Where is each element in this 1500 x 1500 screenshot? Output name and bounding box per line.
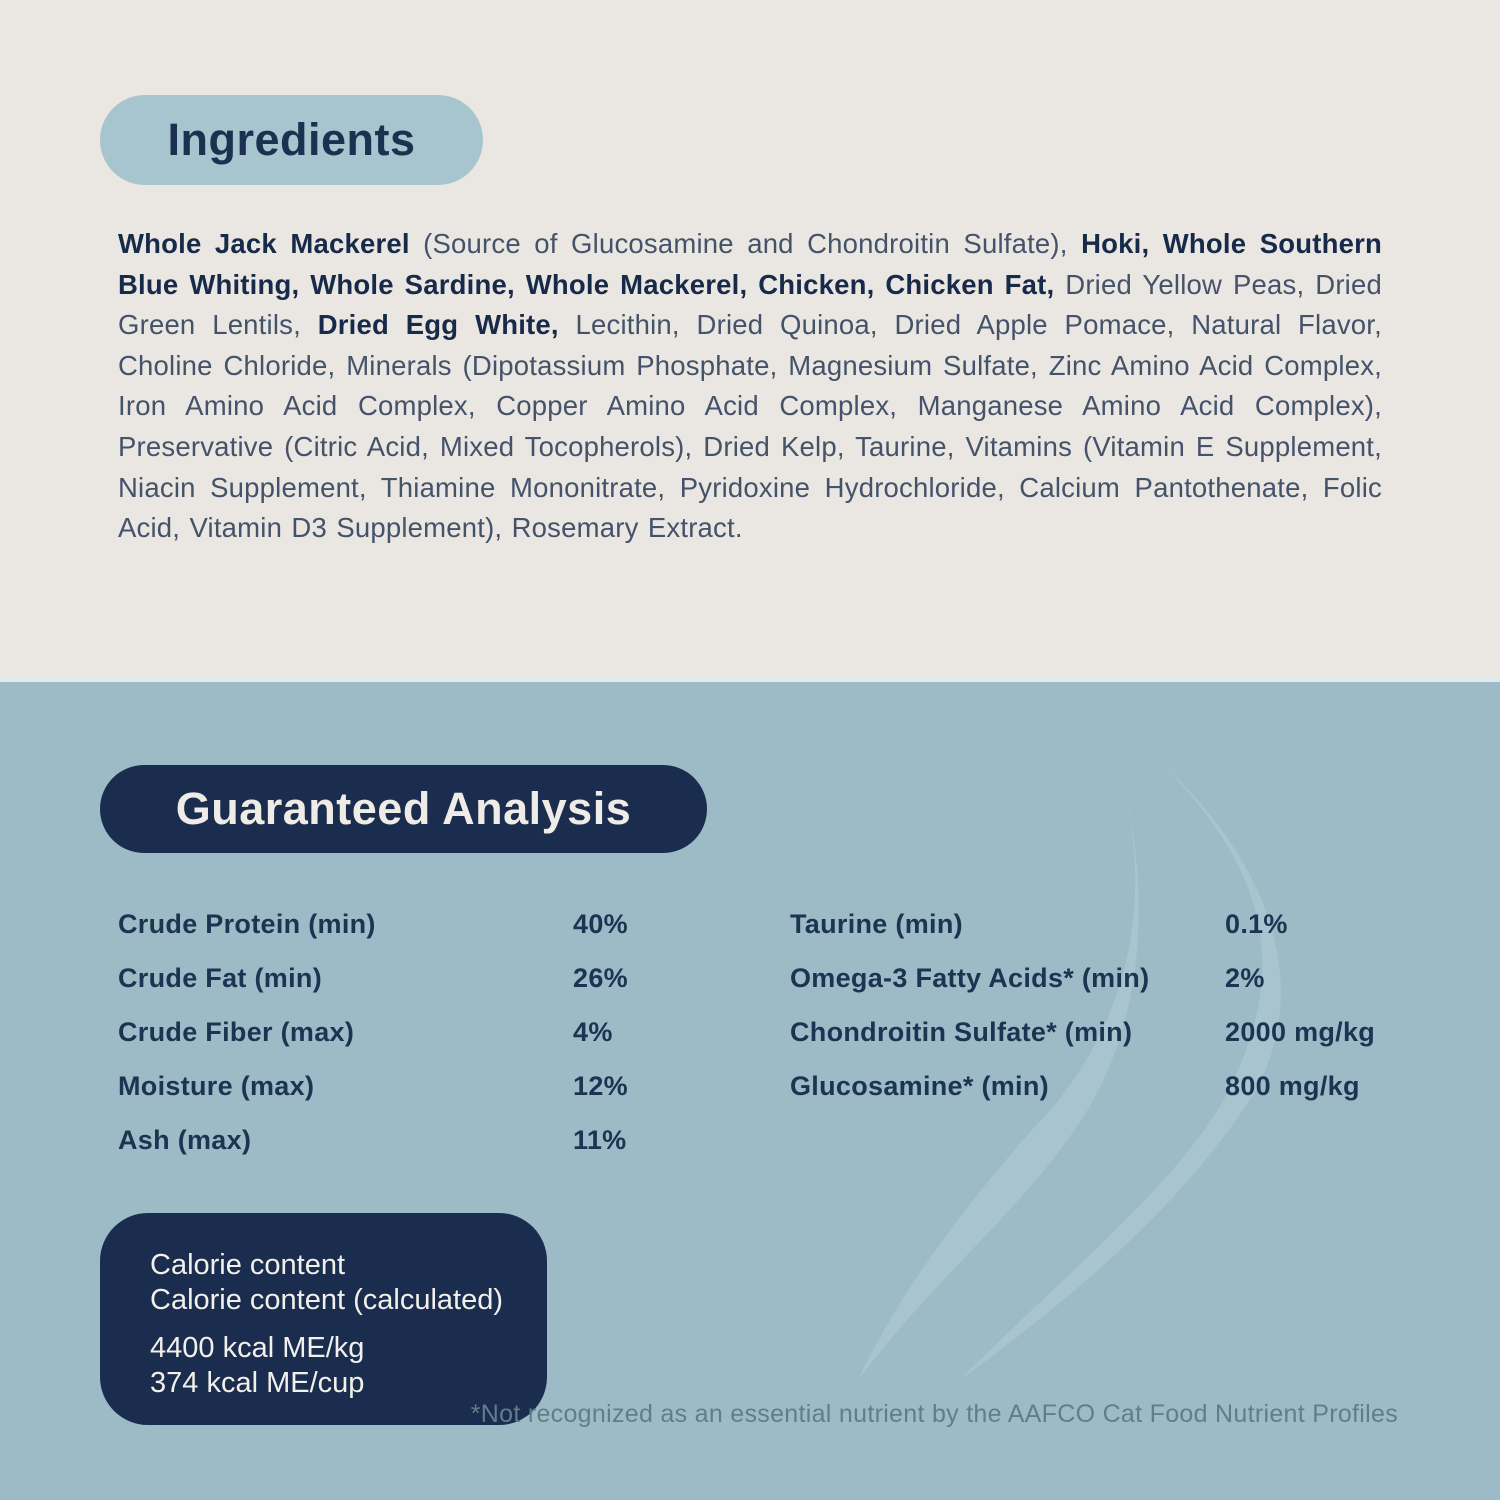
ga-row-value: 2% (1225, 963, 1265, 993)
calorie-value-line: 4400 kcal ME/kg (150, 1332, 365, 1364)
ga-row: Ash (max) 11% (118, 1124, 678, 1156)
ga-row: Crude Fiber (max) 4% (118, 1016, 678, 1048)
calorie-header-line: Calorie content (calculated) (150, 1284, 504, 1316)
calorie-value-line: 374 kcal ME/cup (150, 1367, 365, 1399)
ga-row-label: Crude Fiber (max) (118, 1017, 355, 1047)
ga-row-label: Crude Fat (min) (118, 963, 322, 993)
ga-row-label: Glucosamine* (min) (790, 1071, 1049, 1101)
ga-row: Moisture (max) 12% (118, 1070, 678, 1102)
ingredients-paragraph: Whole Jack Mackerel (Source of Glucosami… (118, 224, 1382, 549)
ingredients-title: Ingredients (167, 114, 416, 165)
ga-row: Omega-3 Fatty Acids* (min) 2% (790, 962, 1430, 994)
ingredient-regular: (Source of Glucosamine and Chondroitin S… (409, 228, 1082, 259)
ga-row: Crude Protein (min) 40% (118, 908, 678, 940)
ga-row-value: 12% (573, 1071, 628, 1101)
ga-row-value: 40% (573, 909, 628, 939)
ingredient-emphasized: Dried Egg White, (317, 309, 559, 341)
ga-row-label: Moisture (max) (118, 1071, 315, 1101)
ingredient-emphasized: Whole Jack Mackerel (118, 228, 410, 259)
calorie-content-box: Calorie content Calorie content (calculat… (100, 1213, 547, 1425)
ga-row-label: Crude Protein (min) (118, 909, 376, 939)
aafco-footnote: *Not recognized as an essential nutrient… (470, 1400, 1398, 1428)
ga-row: Glucosamine* (min) 800 mg/kg (790, 1070, 1430, 1102)
ingredient-regular: Dried Yellow Peas, Dried Green Lentils, (118, 268, 1382, 341)
ga-row-value: 800 mg/kg (1225, 1071, 1360, 1101)
ingredients-title-pill: Ingredients (100, 95, 483, 185)
guaranteed-analysis-right-column: Taurine (min) 0.1% Omega-3 Fatty Acids* (m… (790, 908, 1430, 1124)
ga-row-label: Omega-3 Fatty Acids* (min) (790, 963, 1150, 993)
ga-row-value: 0.1% (1225, 909, 1288, 939)
guaranteed-analysis-title-pill: Guaranteed Analysis (100, 765, 707, 853)
ga-row-label: Chondroitin Sulfate* (min) (790, 1017, 1133, 1047)
ga-row: Taurine (min) 0.1% (790, 908, 1430, 940)
ga-row: Chondroitin Sulfate* (min) 2000 mg/kg (790, 1016, 1430, 1048)
calorie-value-lines: 4400 kcal ME/kg 374 kcal ME/cup (150, 1331, 517, 1401)
guaranteed-analysis-section: Guaranteed Analysis Crude Protein (min) 4… (0, 677, 1500, 1500)
ga-row-value: 2000 mg/kg (1225, 1017, 1376, 1047)
guaranteed-analysis-title: Guaranteed Analysis (175, 783, 632, 834)
ga-row-label: Taurine (min) (790, 909, 963, 939)
ga-row-value: 11% (573, 1125, 627, 1155)
ga-row-label: Ash (max) (118, 1125, 252, 1155)
ga-row-value: 4% (573, 1017, 613, 1047)
ga-row: Crude Fat (min) 26% (118, 962, 678, 994)
calorie-header-lines: Calorie content Calorie content (calculat… (150, 1248, 517, 1318)
ga-row-value: 26% (573, 963, 628, 993)
guaranteed-analysis-left-column: Crude Protein (min) 40% Crude Fat (min) 26%… (118, 908, 678, 1178)
calorie-header-line: Calorie content (150, 1249, 346, 1281)
ingredient-regular: Lecithin, Dried Quinoa, Dried Apple Poma… (118, 309, 1382, 544)
ingredient-emphasized: Hoki, Whole Southern Blue Whiting, Whole… (118, 228, 1382, 300)
